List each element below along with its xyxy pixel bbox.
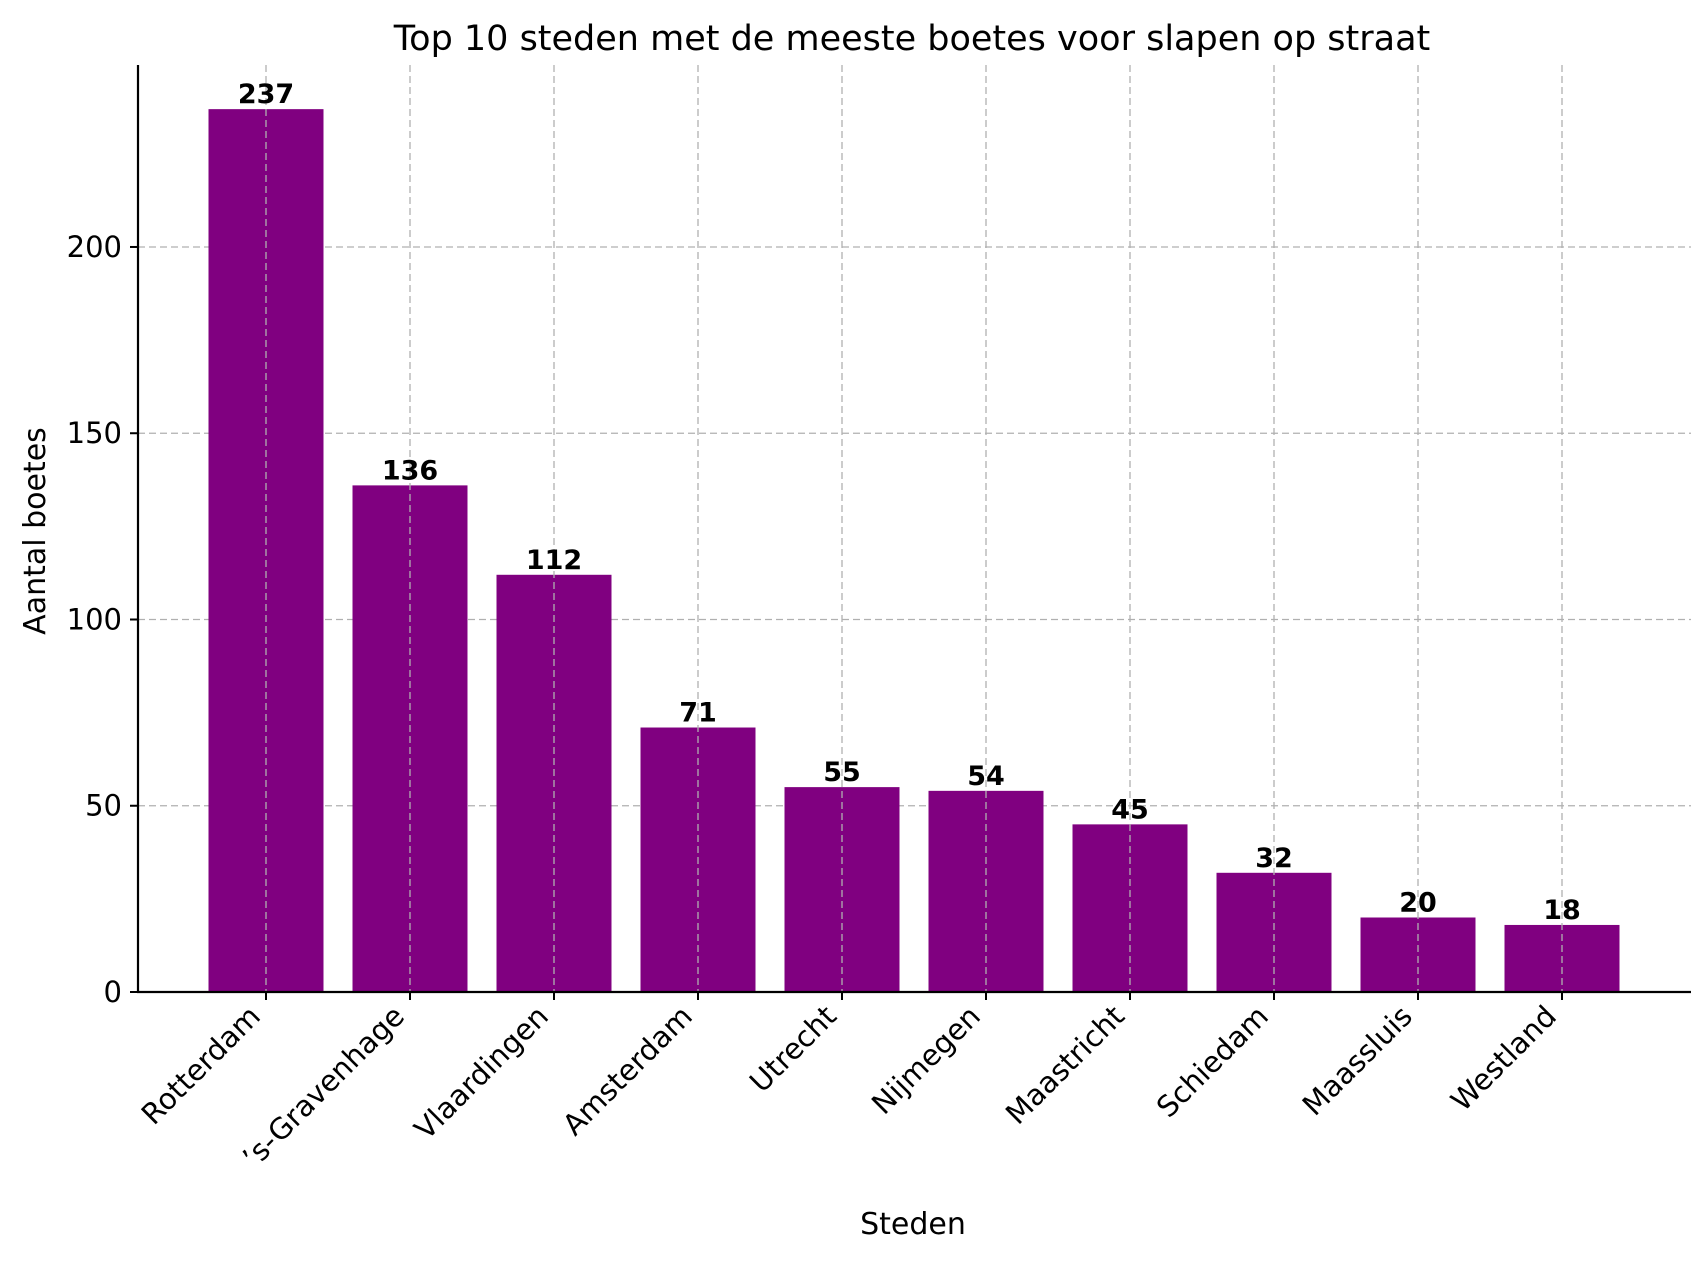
x-tick-label: Maastricht xyxy=(999,999,1131,1131)
y-tick-label: 100 xyxy=(67,602,122,636)
y-tick-label: 0 xyxy=(104,975,122,1009)
bar-value-label: 18 xyxy=(1543,895,1581,926)
bar-value-label: 71 xyxy=(679,698,717,729)
x-tick-label: Maassluis xyxy=(1296,999,1419,1122)
y-axis-title: Aantal boetes xyxy=(18,427,53,635)
bar-value-label: 45 xyxy=(1111,794,1149,825)
x-tick-label: Westland xyxy=(1444,999,1563,1118)
vertical-grid-lines xyxy=(265,65,1563,992)
x-tick-label: Vlaardingen xyxy=(408,999,555,1146)
bar-value-label: 54 xyxy=(967,761,1005,792)
axes xyxy=(130,65,1691,1000)
bar-value-label: 237 xyxy=(238,79,294,110)
bar-value-label: 55 xyxy=(823,757,861,788)
chart-title: Top 10 steden met de meeste boetes voor … xyxy=(393,19,1431,59)
data-labels: 237 136 112 71 55 54 45 32 20 18 xyxy=(238,79,1581,926)
y-tick-label: 150 xyxy=(67,416,122,450)
y-tick-label: 50 xyxy=(85,789,122,823)
bar-value-label: 32 xyxy=(1255,843,1293,874)
x-tick-label: Utrecht xyxy=(743,999,843,1099)
x-tick-label: Nijmegen xyxy=(865,999,987,1121)
x-tick-label: Schiedam xyxy=(1150,999,1275,1124)
x-tick-label: Amsterdam xyxy=(556,999,699,1142)
bar-value-label: 136 xyxy=(382,455,438,486)
y-tick-label: 200 xyxy=(67,230,122,264)
bar-value-label: 20 xyxy=(1399,887,1437,918)
x-axis-title: Steden xyxy=(860,1207,966,1242)
bar-value-label: 112 xyxy=(526,545,582,576)
x-tick-label: Rotterdam xyxy=(135,999,267,1131)
bars xyxy=(208,109,1620,992)
